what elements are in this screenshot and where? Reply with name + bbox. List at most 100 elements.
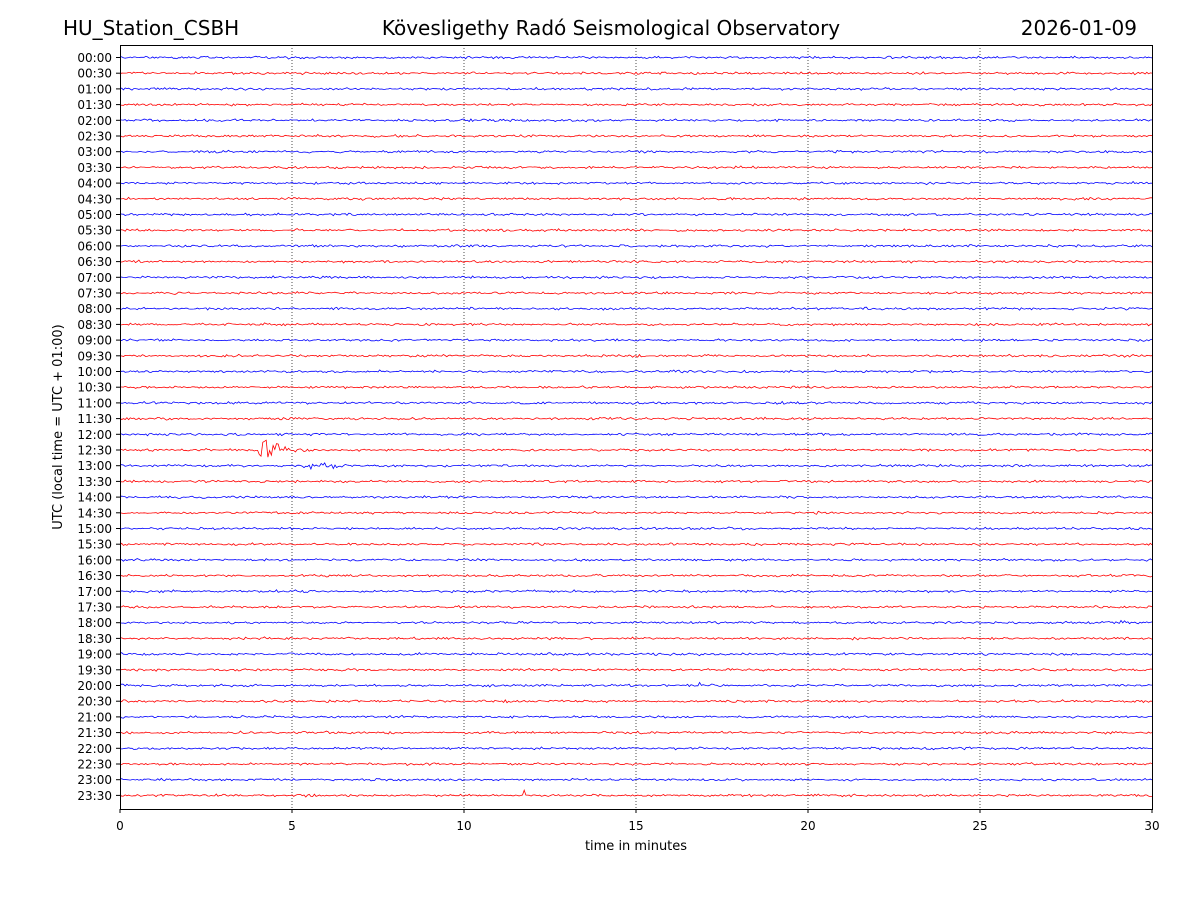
trace-1130 [119,416,1153,421]
x-tick-label-25: 25 [972,819,987,833]
trace-0030 [119,71,1153,76]
y-tick-label-1700: 17:00 [77,585,112,599]
y-tick-label-1800: 18:00 [77,616,112,630]
trace-1600 [119,558,1153,562]
y-tick-label-1430: 14:30 [77,506,112,520]
y-tick-label-0700: 07:00 [77,271,112,285]
y-tick-label-1000: 10:00 [77,365,112,379]
y-tick-label-0600: 06:00 [77,239,112,253]
trace-1300 [120,462,1153,471]
y-tick-label-0300: 03:00 [77,145,112,159]
trace-0000 [119,55,1153,60]
y-tick-label-0730: 07:30 [77,287,112,301]
trace-1530 [119,542,1153,547]
trace-1230 [119,439,1153,458]
y-tick-label-1400: 14:00 [77,491,112,505]
x-tick-label-30: 30 [1144,819,1159,833]
grid-lines [291,45,981,809]
y-tick-label-0630: 06:30 [77,255,112,269]
trace-0500 [119,212,1153,217]
trace-1400 [119,495,1153,499]
y-tick-label-1600: 16:00 [77,553,112,567]
y-tick-label-1730: 17:30 [77,601,112,615]
station-name: HU_Station_CSBH [63,16,240,40]
record-date: 2026-01-09 [1020,16,1137,40]
trace-1200 [119,432,1153,437]
trace-1030 [119,385,1152,390]
y-tick-label-1900: 19:00 [77,648,112,662]
y-tick-label-1200: 12:00 [77,428,112,442]
trace-0600 [119,243,1153,248]
trace-0330 [119,165,1153,170]
y-tick-label-0100: 01:00 [77,82,112,96]
x-tick-label-5: 5 [288,819,296,833]
y-tick-label-0430: 04:30 [77,192,112,206]
y-tick-label-2100: 21:00 [77,710,112,724]
trace-1700 [119,589,1153,594]
y-tick-label-0130: 01:30 [77,98,112,112]
y-tick-label-0500: 05:00 [77,208,112,222]
y-tick-label-0900: 09:00 [77,334,112,348]
y-tick-label-0030: 00:30 [77,67,112,81]
trace-2100 [119,714,1153,719]
trace-0730 [119,291,1153,295]
trace-1830 [119,636,1153,641]
trace-1000 [119,369,1153,374]
y-tick-label-0330: 03:30 [77,161,112,175]
y-tick-label-1930: 19:30 [77,663,112,677]
trace-1330 [119,479,1153,484]
plot-frame [120,45,1153,810]
y-tick-label-2300: 23:00 [77,773,112,787]
trace-1100 [119,400,1153,405]
x-tick-label-20: 20 [800,819,815,833]
y-tick-label-1630: 16:30 [77,569,112,583]
y-tick-label-1300: 13:00 [77,459,112,473]
seismic-traces [119,55,1153,798]
trace-1900 [119,652,1153,657]
y-tick-label-1830: 18:30 [77,632,112,646]
y-tick-label-2030: 20:30 [77,695,112,709]
x-tick-label-0: 0 [116,819,124,833]
x-tick-label-15: 15 [628,819,643,833]
y-tick-label-2230: 22:30 [77,758,112,772]
y-tick-label-0830: 08:30 [77,318,112,332]
y-tick-label-1330: 13:30 [77,475,112,489]
trace-0900 [119,338,1153,343]
trace-0100 [119,86,1153,91]
trace-0300 [119,149,1153,154]
trace-0830 [119,322,1153,327]
y-tick-label-0000: 00:00 [77,51,112,65]
y-tick-label-0230: 02:30 [77,130,112,144]
observatory-title: Kövesligethy Radó Seismological Observat… [381,16,841,40]
trace-1800 [119,619,1153,625]
y-tick-label-0200: 02:00 [77,114,112,128]
y-tick-label-1030: 10:30 [77,381,112,395]
y-tick-label-2000: 20:00 [77,679,112,693]
trace-0700 [119,275,1153,280]
trace-0430 [119,196,1152,201]
trace-0630 [119,259,1153,264]
trace-0800 [119,306,1153,311]
y-tick-label-1100: 11:00 [77,396,112,410]
y-tick-label-2330: 23:30 [77,789,112,803]
trace-2030 [119,699,1153,704]
trace-2230 [119,762,1153,767]
y-tick-label-2130: 21:30 [77,726,112,740]
trace-1430 [119,510,1153,515]
trace-2330 [119,788,1153,798]
y-tick-label-0800: 08:00 [77,302,112,316]
trace-0200 [119,118,1153,123]
y-tick-label-2200: 22:00 [77,742,112,756]
trace-2300 [119,777,1153,782]
x-tick-label-10: 10 [456,819,471,833]
y-tick-label-0400: 04:00 [77,177,112,191]
y-tick-label-1130: 11:30 [77,412,112,426]
trace-0530 [119,228,1153,233]
trace-0400 [119,180,1152,186]
trace-0230 [119,133,1153,138]
y-tick-label-1530: 15:30 [77,538,112,552]
trace-0130 [119,102,1153,107]
y-tick-label-1230: 12:30 [77,444,112,458]
